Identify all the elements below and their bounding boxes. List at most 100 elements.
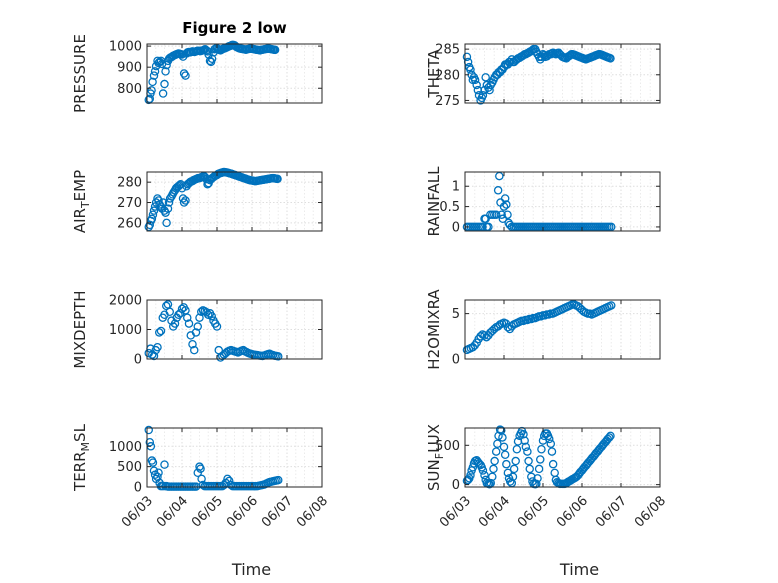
data-point — [147, 86, 156, 95]
data-point — [181, 196, 190, 205]
data-point — [163, 300, 173, 309]
data-point — [179, 198, 189, 207]
axes-box — [146, 427, 323, 488]
data-point — [155, 57, 164, 67]
data-point — [273, 352, 283, 361]
y-tick-label: 500 — [435, 439, 460, 454]
y-tick-label: 280 — [435, 68, 460, 83]
axes-box — [464, 427, 661, 488]
data-point — [188, 339, 197, 349]
data-point — [550, 468, 559, 478]
data-point — [498, 433, 507, 442]
data-point — [148, 210, 158, 219]
data-point — [149, 351, 159, 361]
x-tick-label: 06/07 — [593, 493, 630, 530]
data-point — [606, 431, 615, 441]
x-axis-label: Time — [231, 560, 271, 579]
data-point — [150, 67, 160, 76]
y-tick-label: 2000 — [109, 294, 142, 309]
data-point — [178, 194, 188, 203]
data-point — [212, 322, 222, 331]
data-point — [177, 184, 187, 193]
data-point — [466, 65, 475, 74]
data-point — [179, 69, 189, 78]
y-tick-label: 1 — [452, 180, 460, 195]
data-point — [158, 198, 168, 207]
data-point — [505, 477, 515, 486]
y-tick-label: 5 — [452, 307, 460, 322]
data-point — [519, 430, 528, 439]
data-point — [160, 460, 169, 469]
data-point — [512, 444, 522, 454]
y-tick-label: 1000 — [109, 40, 142, 55]
data-point — [463, 57, 473, 67]
data-point — [478, 91, 488, 100]
x-tick-label: 06/08 — [632, 493, 669, 530]
y-tick-label: 0 — [452, 220, 460, 235]
data-point — [521, 442, 531, 452]
data-point — [154, 468, 163, 478]
data-point — [165, 307, 174, 317]
chart-title: Figure 2 low — [182, 19, 287, 37]
data-point — [478, 466, 488, 475]
data-point — [490, 456, 499, 466]
subplot-4: 0 0.5 1 RAINFALL — [425, 166, 661, 236]
data-point — [154, 58, 163, 68]
x-tick-label: 06/06 — [554, 493, 591, 530]
data-point — [147, 214, 157, 224]
axes-box — [464, 171, 661, 232]
y-axis-label: H2OMIXRA — [425, 289, 443, 370]
data-point — [182, 313, 192, 322]
x-tick-label: 06/05 — [515, 493, 552, 530]
y-axis-label: PRESSURE — [71, 34, 89, 113]
data-point — [195, 313, 204, 322]
data-point — [196, 464, 205, 473]
data-point — [154, 328, 164, 337]
data-point — [156, 326, 166, 336]
data-point — [149, 206, 159, 215]
data-point — [145, 94, 155, 104]
y-axis-label: TERRMSL — [71, 423, 92, 492]
data-point — [537, 444, 546, 454]
y-tick-label: 0 — [452, 353, 460, 368]
y-axis-label: MIXDEPTH — [71, 290, 89, 368]
data-point — [524, 456, 533, 466]
data-point — [149, 71, 159, 80]
data-point — [493, 186, 503, 195]
data-point — [480, 470, 489, 480]
data-point — [476, 332, 485, 341]
data-point — [503, 210, 512, 219]
data-point — [533, 474, 542, 483]
data-point — [489, 464, 498, 474]
axes-box — [146, 43, 323, 104]
data-point — [472, 80, 481, 90]
y-tick-label: 800 — [117, 82, 142, 97]
y-tick-label: 280 — [117, 176, 142, 191]
y-tick-label: 0 — [134, 353, 142, 368]
data-point — [170, 319, 180, 328]
y-tick-label: 285 — [435, 43, 460, 58]
data-point — [162, 218, 171, 228]
x-tick-label: 06/03 — [119, 493, 156, 530]
x-tick-label: 06/08 — [294, 493, 331, 530]
axes-box — [464, 43, 661, 104]
data-point — [485, 479, 494, 489]
data-point — [481, 73, 490, 82]
data-point — [511, 456, 520, 466]
data-point — [544, 434, 554, 444]
subplot-1: 800 900 1000 PRESSURE Figure 2 low — [71, 19, 323, 113]
data-point — [509, 464, 519, 474]
data-point — [493, 439, 502, 448]
y-tick-label: 900 — [117, 61, 142, 76]
data-point — [485, 85, 494, 95]
data-point — [148, 77, 157, 87]
data-point — [149, 466, 159, 475]
data-point — [497, 210, 506, 219]
data-point — [508, 472, 518, 482]
data-point — [523, 447, 532, 456]
data-point — [163, 204, 173, 213]
data-point — [547, 447, 557, 456]
data-point — [158, 89, 168, 98]
